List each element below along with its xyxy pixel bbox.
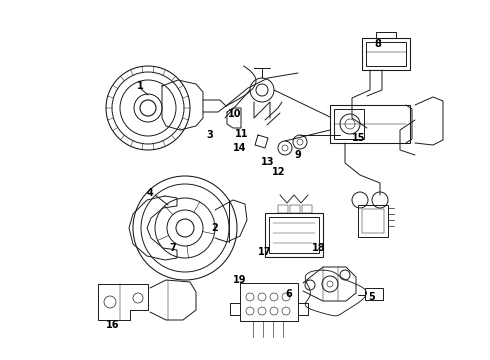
Text: 2: 2 <box>212 223 219 233</box>
Bar <box>334 109 364 139</box>
Bar <box>362 38 410 70</box>
Text: 5: 5 <box>368 292 375 302</box>
Text: 8: 8 <box>374 39 381 49</box>
Bar <box>362 209 384 233</box>
Text: 4: 4 <box>147 188 153 198</box>
Text: 14: 14 <box>233 143 247 153</box>
Bar <box>366 42 406 66</box>
Bar <box>269 217 319 253</box>
Bar <box>330 105 410 143</box>
Text: 18: 18 <box>312 243 326 253</box>
Text: 6: 6 <box>286 289 293 299</box>
Text: 11: 11 <box>235 129 249 139</box>
Bar <box>358 205 388 237</box>
Text: 9: 9 <box>294 150 301 160</box>
Bar <box>365 288 383 300</box>
Text: 13: 13 <box>261 157 275 167</box>
Text: 7: 7 <box>170 243 176 253</box>
Text: 17: 17 <box>258 247 272 257</box>
Bar <box>302 205 312 213</box>
Bar <box>278 205 288 213</box>
Text: 1: 1 <box>137 81 144 91</box>
Bar <box>290 205 300 213</box>
Text: 19: 19 <box>233 275 247 285</box>
Bar <box>240 283 298 321</box>
Bar <box>265 213 323 257</box>
Text: 3: 3 <box>207 130 213 140</box>
Text: 12: 12 <box>272 167 286 177</box>
Text: 15: 15 <box>352 133 366 143</box>
Text: 16: 16 <box>106 320 120 330</box>
Text: 10: 10 <box>228 109 242 119</box>
